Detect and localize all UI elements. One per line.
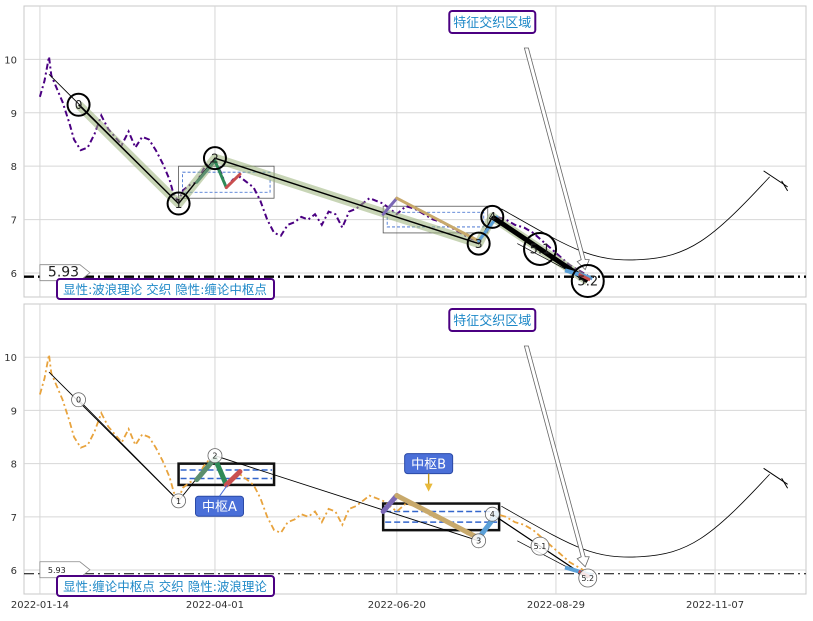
wave-point-label: 4 xyxy=(488,210,496,224)
wave-final-accent xyxy=(577,272,591,282)
forecast-curve xyxy=(501,474,770,558)
title-box xyxy=(448,10,537,34)
wave-point-label: 2 xyxy=(212,452,217,461)
annotation-box xyxy=(56,575,275,597)
wave-point-label: 5.1 xyxy=(534,542,547,551)
support-label: 5.93 xyxy=(48,566,66,575)
annotation-box xyxy=(56,278,275,300)
pivot-label-arrow xyxy=(219,484,228,497)
wave-point-marker xyxy=(202,146,227,171)
support-label: 5.93 xyxy=(48,265,79,281)
wave-point-label: 4 xyxy=(490,510,495,519)
support-tag xyxy=(39,561,91,579)
pivot-label-text: 中枢B xyxy=(411,458,446,473)
trend-line xyxy=(48,371,179,502)
forecast-curve xyxy=(501,176,770,261)
plot-area xyxy=(23,303,807,595)
wave-point-label: 5.2 xyxy=(581,574,594,583)
y-tick-label: 7 xyxy=(11,513,17,524)
wave-point-label: 1 xyxy=(176,497,181,506)
x-tick-label: 2022-01-14 xyxy=(11,600,69,611)
wave-point-marker xyxy=(166,191,191,216)
x-tick-label: 2022-06-20 xyxy=(368,600,426,611)
wave-point-label: 3 xyxy=(476,537,481,546)
wave-point-marker xyxy=(480,204,505,229)
plot-area xyxy=(23,5,807,298)
y-tick-label: 8 xyxy=(11,162,17,173)
y-tick-label: 9 xyxy=(11,109,17,120)
wave-point-marker xyxy=(471,533,487,549)
annotation-box-text: 显性:波浪理论 交织 隐性:缠论中枢点 xyxy=(63,282,267,297)
wave-point-label: 0 xyxy=(76,396,81,405)
wave-point-marker xyxy=(578,568,598,588)
wave-segment xyxy=(394,493,482,541)
y-tick-label: 6 xyxy=(11,269,17,280)
wave-point-label: 3 xyxy=(475,237,483,251)
wave-point-marker xyxy=(171,493,186,509)
support-tag xyxy=(39,264,91,282)
wave-point-marker xyxy=(530,536,550,556)
wave-segment xyxy=(224,172,242,190)
wave-point-marker xyxy=(71,392,86,408)
y-tick-label: 6 xyxy=(11,566,17,577)
wave-point-marker xyxy=(523,231,558,266)
wave-segment xyxy=(213,159,228,190)
y-tick-label: 10 xyxy=(4,353,17,364)
wave-point-marker xyxy=(66,92,91,117)
title-box-text: 特征交织区域 xyxy=(453,15,531,31)
y-tick-label: 7 xyxy=(11,216,17,227)
pivot-inner-box xyxy=(386,211,485,228)
wave-point-label: 5.2 xyxy=(577,275,598,290)
wave-segment xyxy=(395,196,481,243)
pivot-label-arrowhead xyxy=(424,483,433,492)
wave-point-marker xyxy=(570,263,605,298)
wave-point-marker xyxy=(484,506,500,522)
wave-point-label: 5.1 xyxy=(530,243,551,258)
wave-segment xyxy=(195,159,217,184)
title-box-text: 特征交织区域 xyxy=(453,313,531,329)
wave-segment xyxy=(223,469,243,488)
wave-segment xyxy=(380,493,400,515)
pivot-label-text: 中枢A xyxy=(202,500,237,515)
title-box xyxy=(448,308,537,332)
x-tick-label: 2022-08-29 xyxy=(527,600,585,611)
wave-segment xyxy=(381,196,399,216)
x-tick-label: 2022-11-07 xyxy=(686,600,744,611)
pointer-arrow xyxy=(523,345,590,568)
forecast-cap xyxy=(781,180,789,192)
annotation-box-text: 显性:缠论中枢点 交织 隐性:波浪理论 xyxy=(63,579,267,594)
y-tick-label: 8 xyxy=(11,460,17,471)
pivot-inner-box xyxy=(182,171,271,193)
wave-point-marker xyxy=(466,231,491,256)
x-tick-label: 2022-04-01 xyxy=(186,600,244,611)
y-tick-label: 10 xyxy=(4,55,17,66)
y-tick-label: 9 xyxy=(11,406,17,417)
wave-point-label: 0 xyxy=(75,98,83,112)
wave-point-label: 1 xyxy=(175,197,183,211)
wave-point-label: 2 xyxy=(211,151,219,165)
wave-point-marker xyxy=(207,448,223,464)
forecast-cap xyxy=(781,478,789,489)
